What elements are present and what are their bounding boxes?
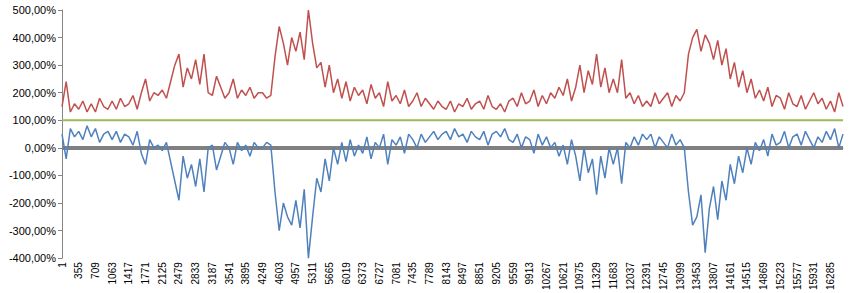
svg-text:14161: 14161 bbox=[725, 262, 736, 290]
svg-text:9205: 9205 bbox=[491, 262, 502, 285]
svg-text:200,00%: 200,00% bbox=[13, 87, 57, 99]
svg-text:4603: 4603 bbox=[274, 262, 285, 285]
svg-text:11683: 11683 bbox=[608, 262, 619, 290]
svg-text:3895: 3895 bbox=[240, 262, 251, 285]
svg-text:1771: 1771 bbox=[140, 262, 151, 285]
svg-text:-100,00%: -100,00% bbox=[9, 169, 56, 181]
svg-text:5665: 5665 bbox=[324, 262, 335, 285]
svg-text:3187: 3187 bbox=[207, 262, 218, 285]
svg-text:1063: 1063 bbox=[107, 262, 118, 285]
svg-text:100,00%: 100,00% bbox=[13, 114, 57, 126]
svg-text:9913: 9913 bbox=[524, 262, 535, 285]
svg-text:2125: 2125 bbox=[157, 262, 168, 285]
svg-text:10621: 10621 bbox=[558, 262, 569, 290]
svg-text:3541: 3541 bbox=[224, 262, 235, 285]
svg-text:2479: 2479 bbox=[173, 262, 184, 285]
svg-text:5311: 5311 bbox=[307, 262, 318, 284]
svg-text:400,00%: 400,00% bbox=[13, 32, 57, 44]
svg-text:709: 709 bbox=[90, 262, 101, 279]
svg-text:12037: 12037 bbox=[625, 262, 636, 290]
svg-text:13453: 13453 bbox=[691, 262, 702, 290]
svg-text:6727: 6727 bbox=[374, 262, 385, 285]
svg-text:-400,00%: -400,00% bbox=[9, 252, 56, 264]
svg-text:-300,00%: -300,00% bbox=[9, 225, 56, 237]
svg-text:4957: 4957 bbox=[290, 262, 301, 285]
svg-text:300,00%: 300,00% bbox=[13, 59, 57, 71]
svg-text:14869: 14869 bbox=[758, 262, 769, 290]
svg-text:12745: 12745 bbox=[658, 262, 669, 290]
svg-text:14515: 14515 bbox=[741, 262, 752, 290]
svg-text:6019: 6019 bbox=[341, 262, 352, 285]
svg-text:4249: 4249 bbox=[257, 262, 268, 285]
svg-text:7789: 7789 bbox=[424, 262, 435, 285]
svg-text:1: 1 bbox=[57, 262, 68, 268]
svg-text:1417: 1417 bbox=[123, 262, 134, 285]
svg-text:7081: 7081 bbox=[391, 262, 402, 285]
svg-text:7435: 7435 bbox=[407, 262, 418, 285]
svg-text:8851: 8851 bbox=[474, 262, 485, 285]
svg-text:12391: 12391 bbox=[641, 262, 652, 290]
svg-text:15577: 15577 bbox=[792, 262, 803, 290]
svg-text:8143: 8143 bbox=[441, 262, 452, 285]
svg-text:0,00%: 0,00% bbox=[25, 142, 56, 154]
svg-text:6373: 6373 bbox=[357, 262, 368, 285]
svg-text:-200,00%: -200,00% bbox=[9, 197, 56, 209]
svg-text:13807: 13807 bbox=[708, 262, 719, 290]
svg-text:2833: 2833 bbox=[190, 262, 201, 285]
svg-text:11329: 11329 bbox=[591, 262, 602, 290]
svg-text:500,00%: 500,00% bbox=[13, 4, 57, 16]
svg-text:8497: 8497 bbox=[457, 262, 468, 285]
svg-text:13099: 13099 bbox=[675, 262, 686, 290]
svg-text:15223: 15223 bbox=[775, 262, 786, 290]
svg-text:10975: 10975 bbox=[574, 262, 585, 290]
svg-text:9559: 9559 bbox=[508, 262, 519, 285]
svg-text:16285: 16285 bbox=[825, 262, 836, 290]
svg-text:15931: 15931 bbox=[808, 262, 819, 290]
svg-text:10267: 10267 bbox=[541, 262, 552, 290]
svg-text:355: 355 bbox=[73, 262, 84, 279]
